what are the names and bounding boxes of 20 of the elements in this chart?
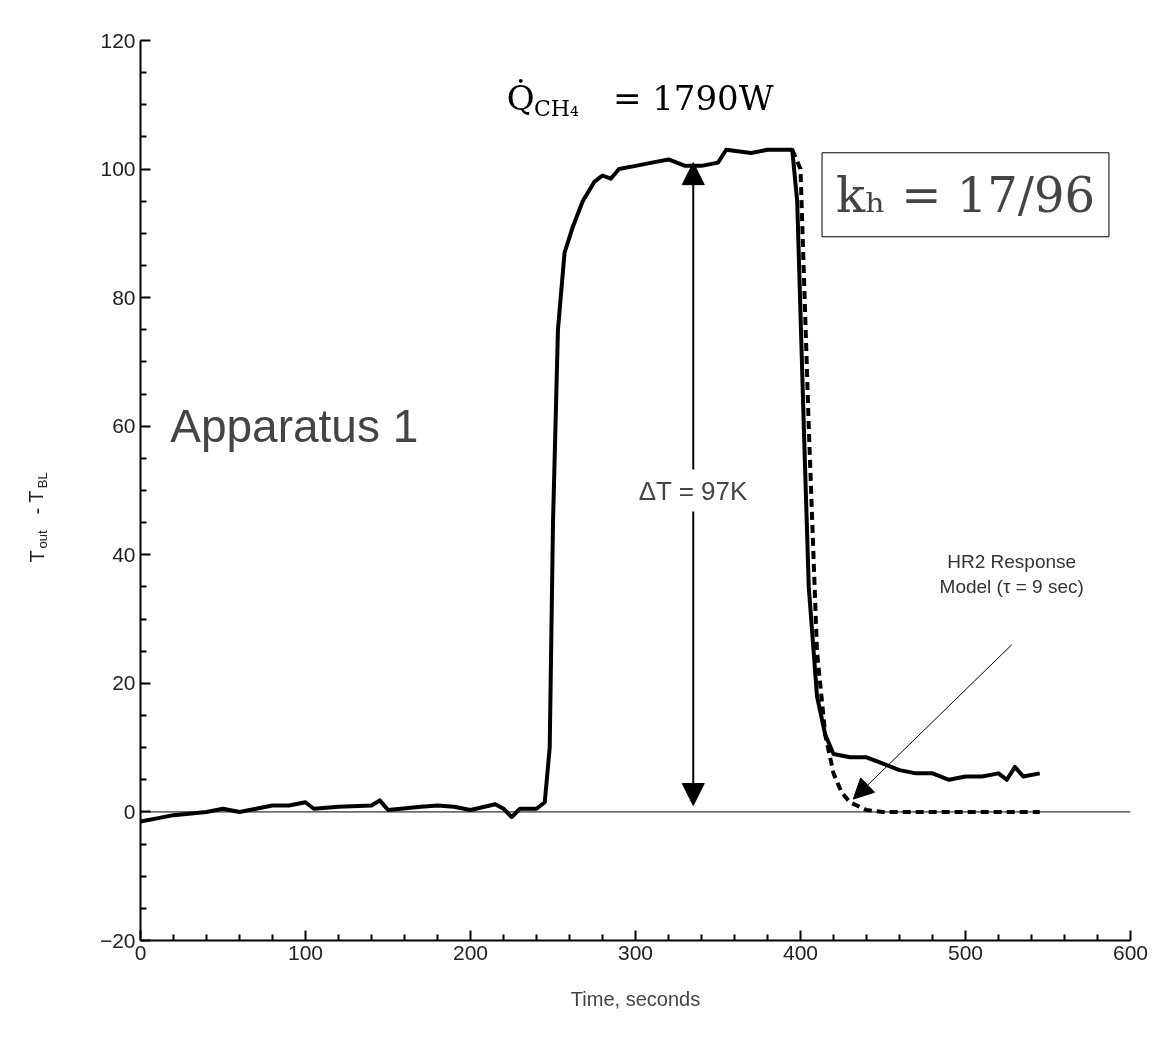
x-tick-label: 300: [617, 940, 654, 964]
x-tick-label: 600: [1112, 940, 1149, 964]
y-tick-label: 80: [112, 285, 136, 309]
y-tick-label: 100: [100, 157, 136, 181]
y-tick-label: 40: [112, 542, 136, 566]
y-tick-label: 60: [112, 414, 136, 438]
annotation: HR2 Response Model (τ = 9 sec): [939, 550, 1084, 598]
x-axis-title: Time, seconds: [570, 987, 701, 1010]
x-tick-label: 400: [782, 940, 819, 964]
y-tick-label: 20: [112, 671, 136, 695]
annotation: kₕ = 17/96: [836, 166, 1095, 223]
y-tick-label: −20: [99, 928, 136, 952]
x-tick-label: 100: [287, 940, 324, 964]
x-tick-label: 200: [452, 940, 489, 964]
y-tick-label: 0: [123, 799, 136, 823]
x-tick-label: 500: [947, 940, 984, 964]
annotation: Apparatus 1: [170, 400, 419, 453]
annotation: ΔT = 97K: [638, 475, 749, 506]
y-tick-label: 120: [100, 28, 136, 52]
text: Tout - TBL: [25, 472, 50, 563]
